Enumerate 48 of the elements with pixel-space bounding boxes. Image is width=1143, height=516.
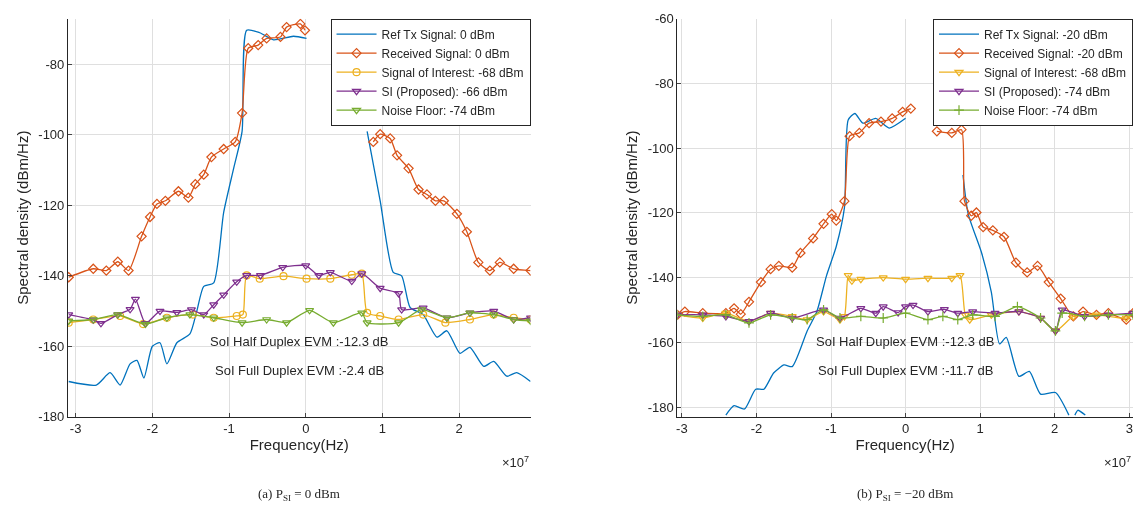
x-axis-title: Frequency(Hz) bbox=[855, 436, 955, 454]
x-tick-label: 2 bbox=[455, 421, 463, 437]
x-tick-label: -2 bbox=[750, 421, 763, 437]
y-tick-label: -80 bbox=[655, 75, 674, 91]
legend-label: SI (Proposed): -74 dBm bbox=[984, 84, 1111, 99]
y-tick-label: -60 bbox=[655, 11, 674, 27]
y-tick-label: -180 bbox=[647, 399, 674, 415]
legend-label: Received Signal: -20 dBm bbox=[984, 46, 1123, 61]
x-tick-label: -3 bbox=[676, 421, 688, 437]
text: ×10$^{7}$ bbox=[1104, 454, 1132, 471]
x-tick-label: 2 bbox=[1051, 421, 1059, 437]
annotation: SoI Full Duplex EVM :-2.4 dB bbox=[215, 363, 385, 378]
legend-label: Signal of Interest: -68 dBm bbox=[984, 65, 1127, 80]
y-tick-label: -100 bbox=[647, 140, 674, 156]
annotation: SoI Full Duplex EVM :-11.7 dB bbox=[818, 363, 994, 378]
y-axis-title: Spectral density (dBm/Hz) bbox=[13, 130, 31, 305]
legend-label: Ref Tx Signal: -20 dBm bbox=[984, 27, 1108, 42]
text: ×10$^{7}$ bbox=[502, 454, 530, 471]
y-tick-label: -140 bbox=[38, 268, 65, 284]
x-tick-label: -1 bbox=[825, 421, 837, 437]
x-tick-label: 1 bbox=[378, 421, 387, 437]
legend-label: Received Signal: 0 dBm bbox=[381, 46, 510, 61]
x-tick-label: -1 bbox=[223, 421, 235, 437]
x-tick-label: 1 bbox=[976, 421, 984, 437]
x-tick-label: 3 bbox=[1125, 421, 1133, 437]
legend-label: Signal of Interest: -68 dBm bbox=[381, 65, 524, 80]
annotation: SoI Half Duplex EVM :-12.3 dB bbox=[816, 334, 995, 349]
y-tick-label: -120 bbox=[647, 205, 674, 221]
y-axis-title: Spectral density (dBm/Hz) bbox=[623, 130, 641, 305]
y-tick-label: -160 bbox=[647, 334, 674, 350]
y-tick-label: -160 bbox=[38, 338, 65, 354]
x-tick-label: 0 bbox=[302, 421, 310, 437]
text: (b) P$_{SI}$ = −20 dBm bbox=[857, 486, 954, 503]
x-axis-title: Frequency(Hz) bbox=[249, 436, 349, 454]
annotation: SoI Half Duplex EVM :-12.3 dB bbox=[210, 334, 389, 349]
y-tick-label: -80 bbox=[45, 57, 65, 72]
x-tick-label: -2 bbox=[146, 421, 159, 437]
y-tick-label: -120 bbox=[38, 197, 65, 213]
legend-label: Noise Floor: -74 dBm bbox=[984, 103, 1098, 118]
x-tick-label: 0 bbox=[901, 421, 910, 437]
x-tick-label: -3 bbox=[69, 421, 82, 437]
y-tick-label: -140 bbox=[647, 270, 674, 286]
legend-label: SI (Proposed): -66 dBm bbox=[381, 84, 508, 99]
y-tick-label: -180 bbox=[38, 409, 65, 425]
legend-label: Noise Floor: -74 dBm bbox=[381, 103, 495, 118]
text: (a) P$_{SI}$ = 0 dBm bbox=[258, 486, 340, 503]
y-tick-label: -100 bbox=[38, 127, 65, 143]
legend-label: Ref Tx Signal: 0 dBm bbox=[381, 27, 495, 42]
